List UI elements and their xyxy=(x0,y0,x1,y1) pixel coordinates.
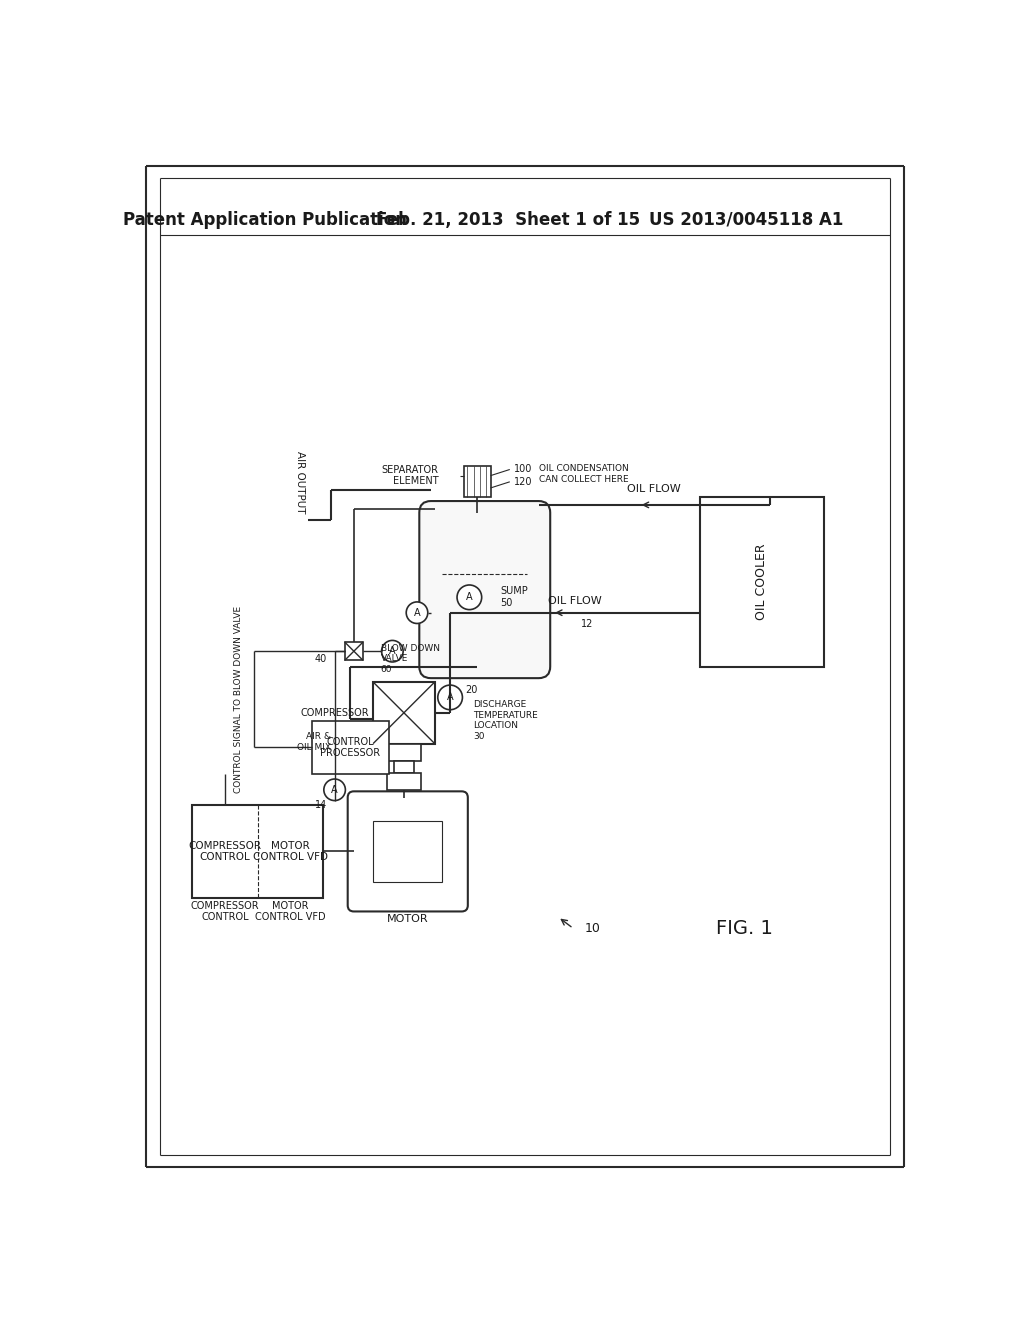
FancyBboxPatch shape xyxy=(419,502,550,678)
Text: 12: 12 xyxy=(581,619,593,630)
Text: 120: 120 xyxy=(514,477,532,487)
Circle shape xyxy=(457,585,481,610)
Text: AIR &
OIL MIX: AIR & OIL MIX xyxy=(297,733,331,752)
Text: SEPARATOR
ELEMENT: SEPARATOR ELEMENT xyxy=(382,465,438,487)
Bar xyxy=(345,642,364,660)
Text: A: A xyxy=(389,647,395,656)
Text: A: A xyxy=(466,593,473,602)
Text: A: A xyxy=(446,693,454,702)
Text: Patent Application Publication: Patent Application Publication xyxy=(123,211,408,228)
FancyBboxPatch shape xyxy=(348,792,468,911)
Text: 100: 100 xyxy=(514,465,532,474)
Bar xyxy=(387,774,421,789)
Circle shape xyxy=(382,640,403,663)
Text: 10: 10 xyxy=(585,921,601,935)
Bar xyxy=(311,721,388,775)
Text: 14: 14 xyxy=(315,800,328,810)
Text: AIR OUTPUT: AIR OUTPUT xyxy=(295,450,305,513)
Circle shape xyxy=(407,602,428,623)
Text: COMPRESSOR
CONTROL: COMPRESSOR CONTROL xyxy=(188,841,261,862)
Text: OIL CONDENSATION
CAN COLLECT HERE: OIL CONDENSATION CAN COLLECT HERE xyxy=(539,465,629,484)
Bar xyxy=(193,805,323,898)
Text: CONTROL
PROCESSOR: CONTROL PROCESSOR xyxy=(319,737,380,758)
Text: MOTOR
CONTROL VFD: MOTOR CONTROL VFD xyxy=(255,900,326,923)
Circle shape xyxy=(438,685,463,710)
Text: 40: 40 xyxy=(314,653,327,664)
Text: A: A xyxy=(332,785,338,795)
Bar xyxy=(373,821,442,882)
Text: FIG. 1: FIG. 1 xyxy=(716,919,773,939)
Bar xyxy=(373,682,435,743)
Text: OIL COOLER: OIL COOLER xyxy=(756,544,768,620)
Text: COMPRESSOR: COMPRESSOR xyxy=(301,708,370,718)
Text: SUMP
50: SUMP 50 xyxy=(500,586,528,609)
Bar xyxy=(387,743,421,760)
Circle shape xyxy=(324,779,345,800)
Text: A: A xyxy=(414,607,420,618)
Text: BLOW DOWN
VALVE
60: BLOW DOWN VALVE 60 xyxy=(381,644,440,673)
Text: OIL FLOW: OIL FLOW xyxy=(628,484,681,495)
Text: 20: 20 xyxy=(466,685,478,694)
Text: Feb. 21, 2013  Sheet 1 of 15: Feb. 21, 2013 Sheet 1 of 15 xyxy=(376,211,640,228)
Text: CONTROL SIGNAL TO BLOW DOWN VALVE: CONTROL SIGNAL TO BLOW DOWN VALVE xyxy=(233,606,243,793)
Text: MOTOR
CONTROL VFD: MOTOR CONTROL VFD xyxy=(253,841,328,862)
Bar xyxy=(464,466,490,498)
Text: COMPRESSOR
CONTROL: COMPRESSOR CONTROL xyxy=(190,900,259,923)
Text: US 2013/0045118 A1: US 2013/0045118 A1 xyxy=(649,211,844,228)
Text: OIL FLOW: OIL FLOW xyxy=(549,597,602,606)
Text: MOTOR: MOTOR xyxy=(387,915,429,924)
Bar xyxy=(394,760,414,774)
Text: DISCHARGE
TEMPERATURE
LOCATION
30: DISCHARGE TEMPERATURE LOCATION 30 xyxy=(473,701,538,741)
Bar xyxy=(700,498,823,667)
